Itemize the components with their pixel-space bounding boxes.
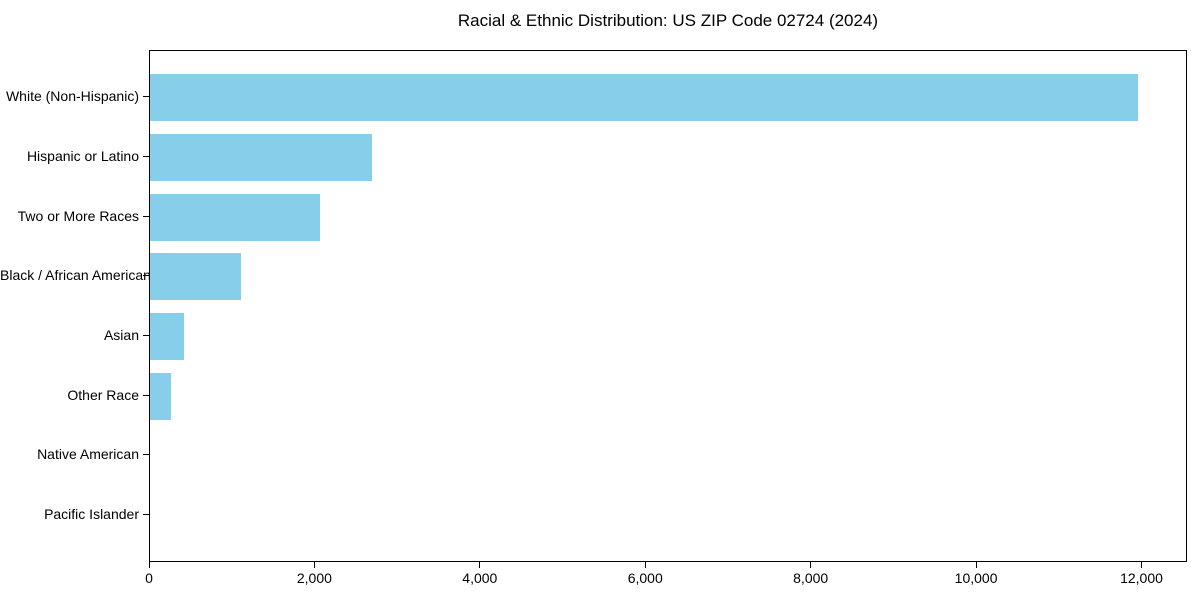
x-tick-mark <box>975 562 977 568</box>
y-tick-label-black-african-american: Black / African American <box>0 267 151 284</box>
x-tick-label-4000: 4,000 <box>462 570 498 586</box>
x-tick-label-8000: 8,000 <box>793 570 829 586</box>
bar-black-african-american <box>150 253 242 301</box>
y-tick-label-white-non-hispanic: White (Non-Hispanic) <box>5 88 139 105</box>
bar-hispanic-or-latino <box>150 133 372 181</box>
plot-area <box>149 50 1187 562</box>
bar-other-race <box>150 372 171 420</box>
y-tick-mark <box>143 513 149 515</box>
x-tick-label-6000: 6,000 <box>627 570 663 586</box>
y-tick-label-native-american: Native American <box>37 446 139 463</box>
x-tick-mark <box>148 562 150 568</box>
y-tick-mark <box>143 96 149 98</box>
bar-two-or-more-races <box>150 193 321 241</box>
x-tick-mark <box>1141 562 1142 568</box>
y-tick-mark <box>143 155 149 157</box>
bar-white-non-hispanic <box>150 74 1139 122</box>
x-tick-label-0: 0 <box>145 570 153 586</box>
x-tick-mark <box>810 562 812 568</box>
y-tick-mark <box>143 334 149 336</box>
y-tick-mark <box>143 454 149 456</box>
bar-asian <box>150 312 184 360</box>
x-tick-mark <box>313 562 315 568</box>
y-tick-label-pacific-islander: Pacific Islander <box>44 505 139 522</box>
x-tick-label-2000: 2,000 <box>296 570 332 586</box>
y-tick-label-asian: Asian <box>103 326 139 343</box>
y-tick-mark <box>143 275 149 277</box>
y-tick-label-two-or-more-races: Two or More Races <box>17 207 139 224</box>
x-tick-mark <box>479 562 481 568</box>
x-tick-mark <box>644 562 646 568</box>
y-tick-label-hispanic-or-latino: Hispanic or Latino <box>26 147 139 164</box>
chart-title: Racial & Ethnic Distribution: US ZIP Cod… <box>457 11 879 30</box>
y-tick-label-other-race: Other Race <box>67 386 139 403</box>
y-tick-mark <box>143 215 149 217</box>
y-tick-mark <box>143 394 149 396</box>
x-tick-label-12000: 12,000 <box>1120 570 1163 586</box>
x-tick-label-10000: 10,000 <box>954 570 998 586</box>
